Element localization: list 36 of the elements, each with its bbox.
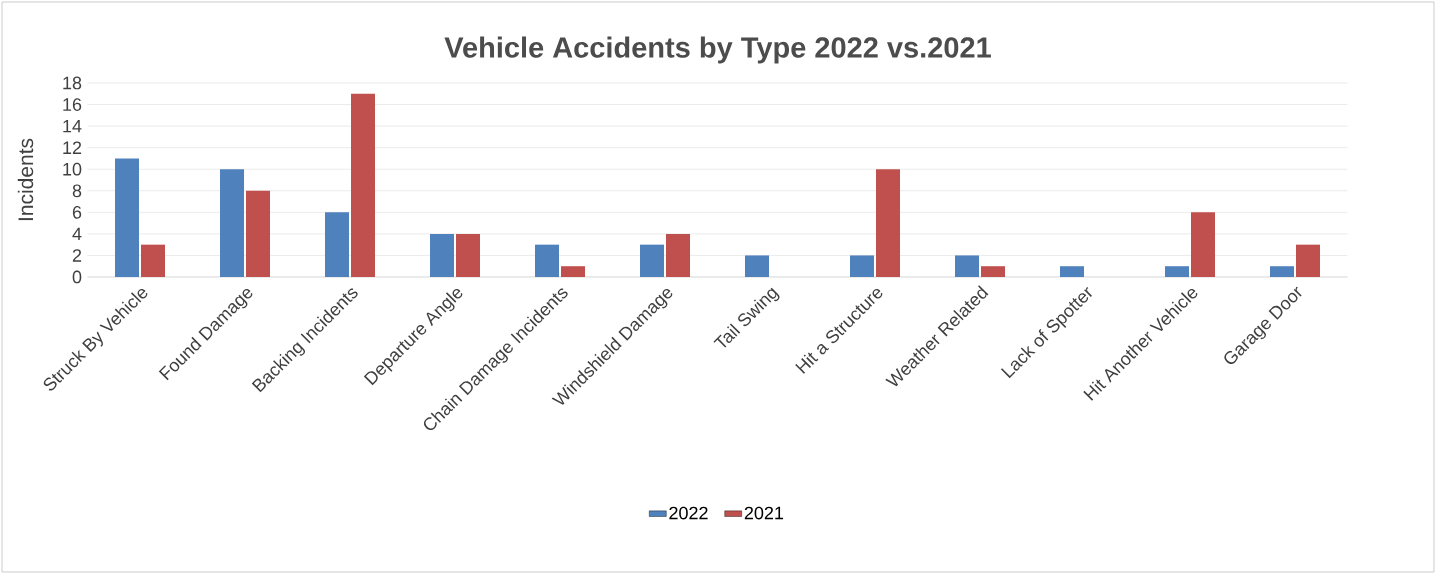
bar xyxy=(456,233,481,277)
y-tick-label: 4 xyxy=(72,227,82,241)
legend-label: 2021 xyxy=(744,506,784,520)
y-tick-label: 18 xyxy=(63,76,82,90)
bar xyxy=(955,255,980,277)
bar xyxy=(1191,212,1215,277)
bar xyxy=(666,233,691,277)
y-tick-label: 6 xyxy=(72,205,82,219)
bar xyxy=(1296,244,1320,277)
y-tick-label: 16 xyxy=(63,98,82,111)
bar xyxy=(640,244,665,277)
y-tick-label: 0 xyxy=(72,270,82,284)
bar xyxy=(981,266,1005,277)
y-tick-label: 12 xyxy=(63,141,82,154)
bar xyxy=(115,158,140,277)
y-tick-label: 14 xyxy=(63,119,82,133)
bar xyxy=(876,169,900,277)
bar xyxy=(745,255,770,277)
bar xyxy=(1270,266,1295,277)
bar xyxy=(220,169,245,277)
bar xyxy=(1165,266,1190,277)
bar xyxy=(535,244,560,277)
bar xyxy=(325,212,350,277)
bar xyxy=(246,190,271,277)
y-tick-label: 2 xyxy=(72,249,82,262)
y-tick-label: 10 xyxy=(63,162,82,176)
y-axis-title: Incidents xyxy=(17,138,34,221)
bar xyxy=(1060,266,1085,277)
bar xyxy=(351,93,376,277)
chart-title: Vehicle Accidents by Type 2022 vs.2021 xyxy=(444,36,991,64)
bar xyxy=(141,244,166,277)
y-tick-label: 8 xyxy=(72,184,82,198)
bar xyxy=(430,233,455,277)
legend-label: 2022 xyxy=(669,506,708,520)
bar xyxy=(561,266,586,277)
bar xyxy=(850,255,875,277)
